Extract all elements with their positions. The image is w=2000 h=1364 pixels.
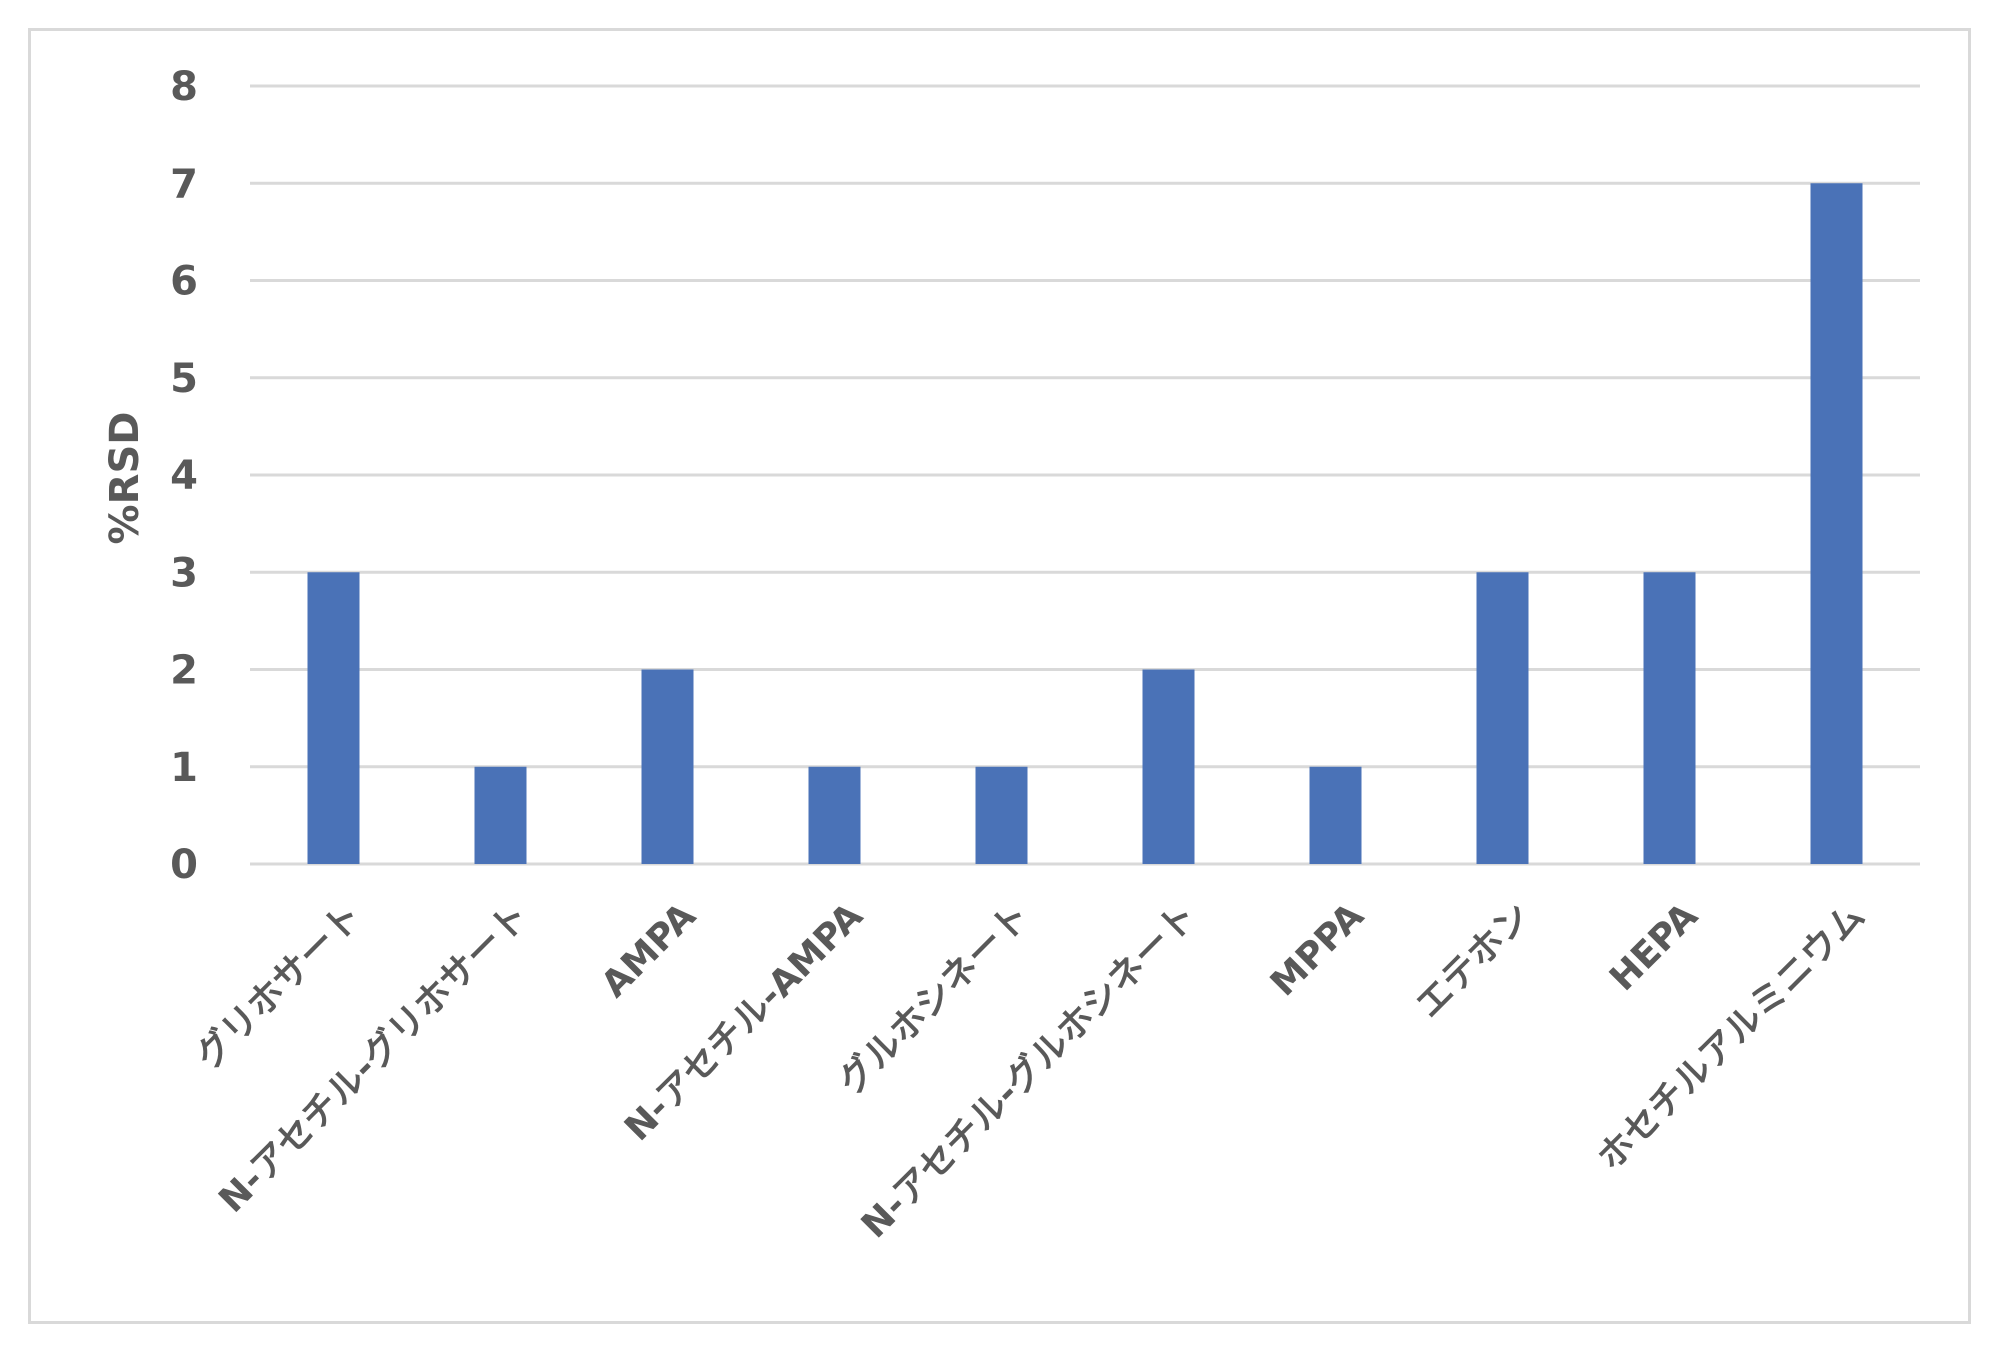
x-tick-label: エテホン: [1408, 895, 1539, 1026]
y-tick-label: 0: [170, 842, 198, 888]
bar: [1476, 572, 1529, 864]
y-axis-title: %RSD: [102, 412, 148, 545]
bars: [307, 183, 1863, 864]
bar: [1309, 766, 1362, 864]
bar: [474, 766, 527, 864]
y-tick-label: 3: [170, 550, 198, 596]
x-tick-label: N-アセチル-グリホサート: [211, 895, 536, 1220]
y-tick-label: 2: [170, 648, 198, 694]
bar: [1643, 572, 1696, 864]
x-tick-label: HEPA: [1602, 895, 1706, 999]
x-tick-label: AMPA: [594, 895, 704, 1005]
x-tick-label: グリホサート: [188, 895, 370, 1077]
y-tick-label: 7: [170, 161, 198, 207]
bar: [808, 766, 861, 864]
y-tick-label: 1: [170, 745, 198, 791]
y-tick-label: 6: [170, 259, 198, 305]
bar: [307, 572, 360, 864]
bar: [975, 766, 1028, 864]
bar: [1142, 669, 1195, 864]
y-tick-label: 4: [170, 453, 198, 499]
x-tick-label: N-アセチル-グルホシネート: [854, 895, 1205, 1246]
y-tick-label: 5: [170, 356, 198, 402]
x-tick-label: ホセチルアルミニウム: [1590, 895, 1873, 1178]
bar: [641, 669, 694, 864]
gridlines: [250, 84, 1920, 866]
x-tick-label: MPPA: [1263, 895, 1372, 1004]
bar: [1810, 183, 1863, 864]
y-tick-label: 8: [170, 64, 198, 110]
y-axis-ticks: 0 1 2 3 4 5 6 7 8: [170, 64, 198, 888]
